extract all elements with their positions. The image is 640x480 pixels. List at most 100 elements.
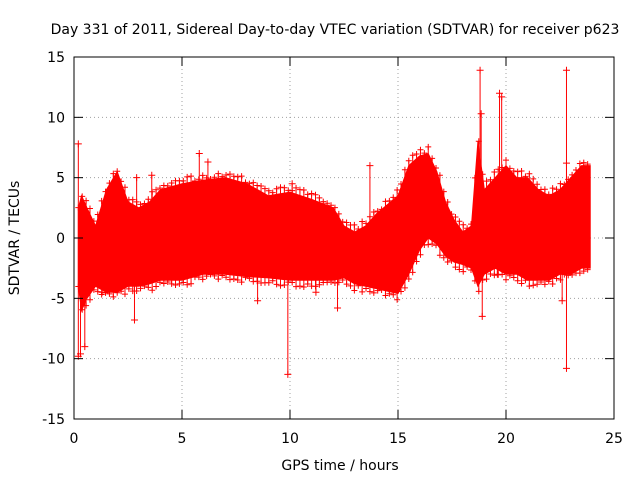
data-point <box>471 174 478 284</box>
data-point <box>121 184 128 298</box>
y-tick-label: 15 <box>47 50 65 66</box>
data-point <box>168 179 175 287</box>
data-point <box>79 193 86 313</box>
x-tick-label: 10 <box>281 431 299 447</box>
data-point <box>304 191 311 287</box>
data-point <box>110 170 117 300</box>
data-point <box>510 168 517 281</box>
data-point <box>102 188 109 296</box>
x-tick-label: 20 <box>497 431 515 447</box>
data-point <box>464 225 471 271</box>
data-point <box>331 204 338 286</box>
data-point <box>359 218 366 295</box>
data-point <box>405 157 412 283</box>
data-point <box>277 184 284 289</box>
data-point <box>164 182 171 286</box>
data-point <box>226 171 233 283</box>
data-point <box>541 186 548 288</box>
data-point <box>503 157 509 283</box>
data-point <box>172 177 179 289</box>
data-point <box>386 197 393 297</box>
data-point <box>156 185 163 286</box>
data-point <box>526 170 533 290</box>
data-point <box>269 189 276 284</box>
data-point <box>580 159 587 275</box>
data-point <box>433 164 440 249</box>
data-point <box>584 161 591 273</box>
data-point <box>444 198 451 265</box>
data-point <box>160 182 167 287</box>
data-point <box>141 200 148 290</box>
data-point <box>475 138 482 295</box>
data-point <box>188 173 195 287</box>
data-point <box>483 178 490 283</box>
data-point <box>125 196 132 292</box>
chart-title: Day 331 of 2011, Sidereal Day-to-day VTE… <box>51 22 620 38</box>
data-point <box>468 221 475 274</box>
data-point <box>506 165 513 279</box>
data-point <box>514 168 521 284</box>
data-point <box>460 221 467 275</box>
data-point <box>339 218 346 283</box>
data-point <box>374 208 381 294</box>
data-point <box>557 180 564 283</box>
data-point <box>199 172 206 283</box>
data-point <box>518 168 525 287</box>
data-point <box>390 194 397 298</box>
data-point <box>448 211 455 264</box>
data-point <box>137 201 144 292</box>
data-layer <box>74 66 591 378</box>
x-axis-label: GPS time / hours <box>281 458 398 474</box>
data-point <box>246 180 253 282</box>
data-point <box>215 170 222 283</box>
data-point <box>343 219 350 288</box>
data-point <box>545 191 552 285</box>
data-point <box>522 173 529 284</box>
data-point <box>273 185 280 288</box>
y-tick-label: -10 <box>42 352 65 368</box>
data-point <box>265 187 272 286</box>
data-point <box>440 188 447 261</box>
data-point <box>363 220 370 292</box>
y-tick-label: -5 <box>51 291 65 307</box>
data-point <box>191 178 198 281</box>
data-point <box>452 214 459 271</box>
data-point <box>176 177 183 287</box>
data-point <box>94 211 101 295</box>
data-point <box>145 196 152 291</box>
data-point <box>203 174 210 280</box>
data-point <box>316 194 323 288</box>
data-point <box>129 196 136 295</box>
data-point <box>394 187 401 303</box>
data-point <box>211 174 218 279</box>
data-point <box>98 197 105 298</box>
data-point <box>565 176 572 279</box>
data-point <box>576 160 583 277</box>
data-point <box>250 179 257 285</box>
data-point <box>230 173 237 283</box>
y-axis-label: SDTVAR / TECUs <box>7 181 23 296</box>
data-point <box>281 184 288 288</box>
data-point <box>320 198 327 286</box>
data-point <box>219 173 226 279</box>
data-point <box>378 206 385 293</box>
x-tick-label: 15 <box>389 431 407 447</box>
data-point <box>238 173 245 286</box>
data-point <box>296 186 303 290</box>
data-point <box>106 180 113 297</box>
data-point <box>114 168 121 296</box>
data-point <box>370 209 377 296</box>
data-point <box>413 150 420 265</box>
data-point <box>261 185 268 286</box>
data-point <box>312 191 319 290</box>
data-point <box>429 155 436 248</box>
y-tick-label: 10 <box>47 110 65 126</box>
data-point <box>335 210 342 286</box>
data-point <box>300 187 307 290</box>
data-point <box>425 143 432 248</box>
data-point <box>351 221 358 294</box>
data-point <box>534 181 541 288</box>
data-point <box>293 184 300 290</box>
data-point <box>398 180 405 295</box>
